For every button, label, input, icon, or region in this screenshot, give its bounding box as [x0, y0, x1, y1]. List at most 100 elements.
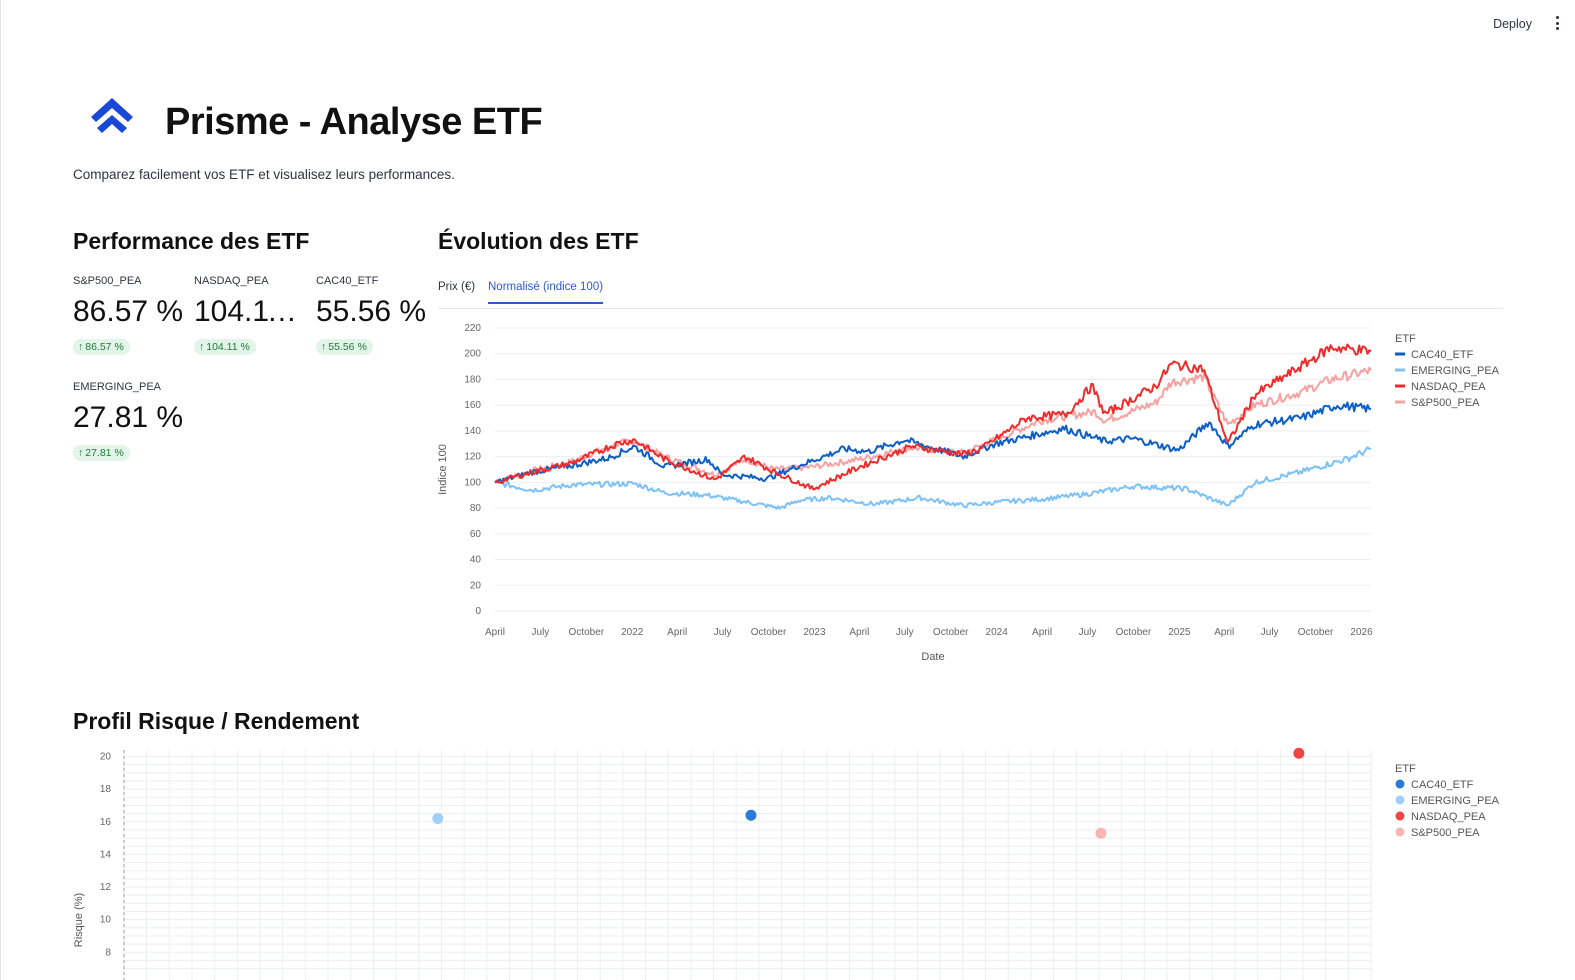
legend-title: ETF	[1395, 333, 1416, 345]
x-tick-label: July	[1079, 627, 1097, 638]
y-tick-label: 18	[100, 784, 112, 795]
app-left-border	[0, 0, 1, 980]
x-tick-label: 2026	[1350, 627, 1373, 638]
legend-label[interactable]: CAC40_ETF	[1411, 779, 1474, 791]
x-tick-label: October	[933, 627, 969, 638]
metric-value: 86.57 %	[73, 295, 184, 328]
legend-title: ETF	[1395, 763, 1416, 775]
scatter-point[interactable]	[1095, 827, 1107, 839]
y-tick-label: 220	[464, 323, 481, 334]
series-line[interactable]	[494, 343, 1372, 491]
metric-value: 104.11 %	[194, 295, 306, 328]
tab-normalise[interactable]: Normalisé (indice 100)	[488, 281, 604, 304]
app-toolbar: Deploy	[0, 0, 1575, 50]
arrow-up-icon: ↑	[78, 447, 84, 459]
legend-label[interactable]: NASDAQ_PEA	[1411, 811, 1486, 823]
dot-icon	[1555, 27, 1559, 30]
x-tick-label: October	[1298, 627, 1334, 638]
legend-swatch	[1395, 827, 1405, 837]
metric-delta-badge: ↑ 104.11 %	[194, 339, 256, 355]
y-tick-label: 160	[464, 400, 481, 411]
x-tick-label: July	[532, 627, 550, 638]
scatter-point[interactable]	[432, 813, 444, 825]
x-tick-label: April	[667, 627, 687, 638]
y-axis-title: Indice 100	[437, 444, 449, 495]
y-tick-label: 8	[105, 947, 111, 958]
metric-delta-value: 55.56 %	[328, 341, 367, 353]
x-tick-label: 2024	[986, 627, 1009, 638]
metric-delta-badge: ↑ 55.56 %	[316, 339, 373, 355]
main-menu-button[interactable]	[1553, 16, 1561, 34]
x-tick-label: 2025	[1168, 627, 1191, 638]
metric-emerging: EMERGING_PEA 27.81 % ↑ 27.81 %	[73, 381, 185, 461]
scatter-point[interactable]	[745, 809, 757, 821]
metric-label: CAC40_ETF	[316, 275, 379, 287]
metric-delta-value: 86.57 %	[85, 341, 124, 353]
metric-label: EMERGING_PEA	[73, 381, 162, 393]
page-title: Prisme - Analyse ETF	[165, 101, 543, 143]
dot-icon	[1555, 16, 1559, 19]
x-tick-label: July	[896, 627, 914, 638]
metric-delta-badge: ↑ 27.81 %	[73, 445, 130, 461]
x-tick-label: October	[569, 627, 605, 638]
metric-delta-value: 27.81 %	[85, 447, 124, 459]
risk-return-section-title: Profil Risque / Rendement	[73, 708, 360, 734]
double-chevron-up-icon	[91, 98, 133, 133]
series-line[interactable]	[494, 366, 1372, 484]
deploy-button[interactable]: Deploy	[1493, 17, 1532, 31]
etf-evolution-line-chart[interactable]: 0 20 40 60 80 100 120 140 160 180 200 220 April July O…	[430, 312, 1510, 672]
tab-prix[interactable]: Prix (€)	[438, 281, 476, 293]
legend-swatch	[1395, 779, 1405, 789]
legend-label[interactable]: EMERGING_PEA	[1411, 365, 1500, 377]
risk-return-scatter-chart[interactable]: 8 10 12 14 16 18 20 Risque (%) ETF CAC40_ETF EMERG…	[60, 740, 1520, 980]
y-tick-label: 60	[470, 529, 482, 540]
metric-delta-value: 104.11 %	[206, 341, 250, 353]
metric-nasdaq: NASDAQ_PEA 104.11 % ↑104.11 %	[194, 275, 306, 355]
x-tick-label: October	[751, 627, 787, 638]
metric-value: 27.81 %	[73, 401, 184, 434]
metric-delta-badge: ↑ 86.57 %	[73, 339, 130, 355]
legend-label[interactable]: EMERGING_PEA	[1411, 795, 1500, 807]
y-tick-label: 100	[464, 477, 481, 488]
x-tick-label: 2022	[621, 627, 644, 638]
y-tick-label: 20	[100, 752, 112, 763]
performance-section-title: Performance des ETF	[73, 228, 310, 254]
x-tick-label: July	[1261, 627, 1279, 638]
legend-label[interactable]: S&P500_PEA	[1411, 397, 1480, 409]
y-tick-label: 40	[470, 555, 482, 566]
x-tick-label: April	[1032, 627, 1052, 638]
series-line[interactable]	[494, 446, 1372, 510]
legend-label[interactable]: CAC40_ETF	[1411, 349, 1474, 361]
scatter-point[interactable]	[1293, 747, 1305, 759]
y-tick-label: 120	[464, 452, 481, 463]
arrow-up-icon: ↑	[321, 341, 327, 353]
x-tick-label: April	[1214, 627, 1234, 638]
y-tick-label: 200	[464, 349, 481, 360]
x-tick-label: July	[714, 627, 732, 638]
y-axis-title: Risque (%)	[73, 893, 85, 947]
page-subtitle: Comparez facilement vos ETF et visualise…	[73, 167, 455, 182]
x-tick-label: 2023	[803, 627, 826, 638]
dot-icon	[1555, 21, 1559, 25]
y-tick-label: 12	[100, 882, 112, 893]
evolution-section-title: Évolution des ETF	[438, 228, 639, 254]
y-tick-label: 180	[464, 374, 481, 385]
y-tick-label: 14	[100, 849, 112, 860]
metric-cac40: CAC40_ETF 55.56 % ↑ 55.56 %	[316, 275, 428, 355]
legend-swatch	[1395, 811, 1405, 821]
metric-label: NASDAQ_PEA	[194, 275, 269, 287]
legend-swatch	[1395, 795, 1405, 805]
chart-tabs: Prix (€) Normalisé (indice 100)	[438, 278, 1503, 309]
y-tick-label: 0	[475, 606, 481, 617]
legend-label[interactable]: NASDAQ_PEA	[1411, 381, 1486, 393]
x-tick-label: April	[849, 627, 869, 638]
x-axis-title: Date	[921, 651, 944, 663]
arrow-up-icon: ↑	[78, 341, 84, 353]
y-tick-label: 80	[470, 503, 482, 514]
y-tick-label: 10	[100, 915, 112, 926]
legend-label[interactable]: S&P500_PEA	[1411, 827, 1480, 839]
arrow-up-icon: ↑	[199, 341, 205, 353]
metric-sp500: S&P500_PEA 86.57 % ↑ 86.57 %	[73, 275, 185, 355]
x-tick-label: October	[1116, 627, 1152, 638]
y-tick-label: 20	[470, 580, 482, 591]
